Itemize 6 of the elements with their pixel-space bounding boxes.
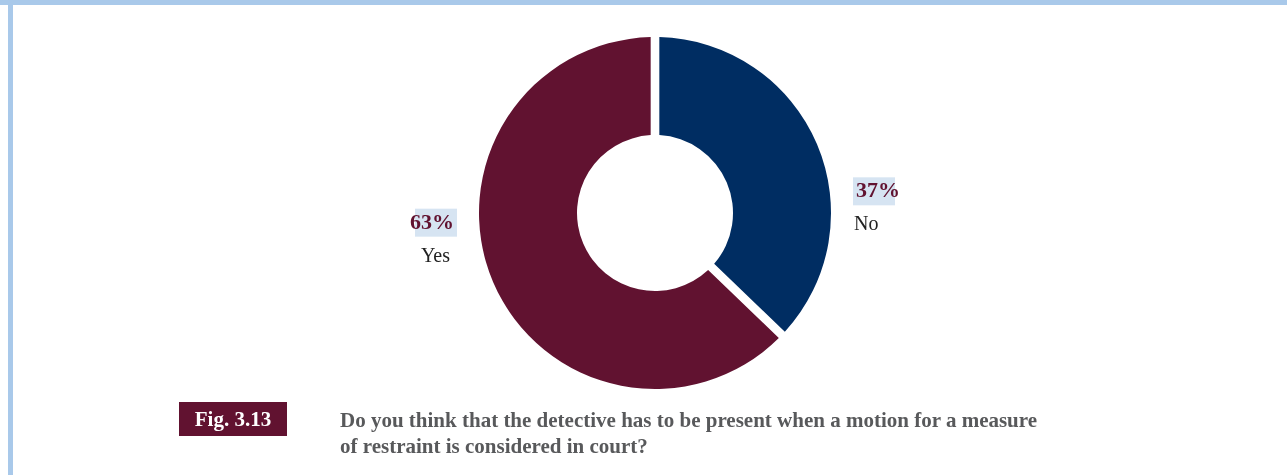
slice-label: Yes: [420, 243, 451, 266]
data-label: 63%: [410, 208, 454, 234]
slice-label: No: [854, 212, 879, 235]
caption: Fig. 3.13: [194, 407, 272, 431]
data-label: 37%: [856, 177, 900, 203]
text: Do you think that the detective has to be present when a motion for a measure of restraint is considered in court?: [340, 408, 1038, 458]
